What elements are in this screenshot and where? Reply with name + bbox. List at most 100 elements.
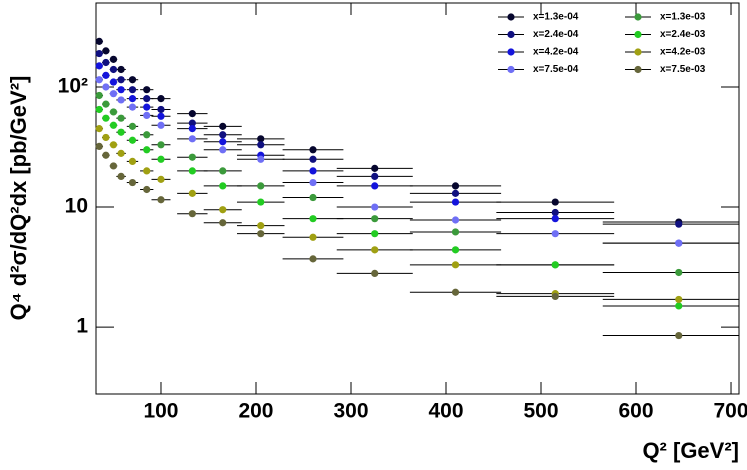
data-point: [257, 155, 265, 163]
data-point: [309, 255, 317, 263]
data-point: [109, 121, 118, 129]
legend-label: x=2.4e-04: [533, 29, 579, 40]
data-point: [219, 138, 227, 146]
data-point: [109, 65, 118, 74]
data-point: [309, 167, 317, 175]
data-point: [309, 215, 317, 223]
legend-label: x=1.3e-04: [533, 12, 579, 23]
x-axis-title: Q² [GeV²]: [642, 438, 739, 463]
data-point: [219, 167, 227, 175]
data-point: [675, 220, 683, 228]
data-point: [675, 302, 683, 310]
x-tick-label: 700: [713, 400, 747, 423]
data-point: [117, 96, 125, 104]
data-point: [257, 182, 265, 190]
x-tick-label: 400: [428, 400, 463, 423]
y-tick-label: 10: [65, 195, 88, 218]
data-point: [309, 155, 317, 163]
data-point: [257, 222, 265, 230]
data-point: [451, 288, 460, 296]
data-point: [451, 228, 460, 236]
data-point: [551, 261, 559, 269]
data-point: [551, 230, 559, 238]
data-point: [188, 210, 196, 218]
data-point: [128, 122, 137, 130]
data-point: [95, 125, 103, 133]
data-point: [219, 219, 227, 227]
data-point: [109, 78, 118, 86]
data-point: [371, 203, 379, 211]
y-tick-label: 10²: [58, 75, 88, 98]
data-point: [551, 292, 559, 301]
data-point: [371, 164, 379, 172]
data-point: [371, 230, 379, 238]
data-point: [143, 131, 151, 139]
data-point: [143, 111, 151, 120]
data-point: [451, 261, 460, 269]
data-point: [371, 182, 379, 190]
data-point: [117, 76, 125, 84]
data-point: [188, 119, 196, 127]
legend-label: x=7.5e-03: [660, 64, 706, 75]
data-point: [157, 155, 165, 163]
data-point: [188, 167, 196, 175]
data-point: [128, 136, 137, 144]
legend-marker: [634, 30, 642, 39]
legend-marker: [634, 13, 642, 21]
data-point: [95, 76, 103, 84]
data-point: [551, 198, 559, 206]
data-point: [309, 146, 317, 154]
data-point: [219, 131, 227, 139]
data-point: [451, 189, 460, 197]
data-point: [143, 86, 151, 94]
x-tick-label: 600: [618, 400, 653, 423]
data-point: [188, 110, 196, 118]
data-point: [143, 167, 151, 175]
data-point: [219, 146, 227, 154]
data-point: [109, 108, 118, 116]
data-point: [219, 182, 227, 190]
data-point: [451, 216, 460, 224]
data-point: [143, 95, 151, 103]
data-point: [117, 172, 125, 180]
legend-label: x=4.2e-04: [533, 47, 579, 58]
data-point: [109, 162, 118, 170]
data-point: [451, 182, 460, 190]
legend-label: x=4.2e-03: [660, 47, 706, 58]
data-point: [102, 114, 110, 122]
data-point: [371, 269, 379, 278]
data-point: [219, 206, 227, 214]
data-point: [102, 58, 110, 67]
legend-label: x=2.4e-03: [660, 29, 706, 40]
data-point: [95, 105, 103, 114]
y-tick-label: 1: [76, 315, 88, 338]
data-point: [309, 178, 317, 187]
data-point: [128, 76, 137, 84]
y-axis-title: Q⁴ d²σ/dQ²dx [pb/GeV²]: [6, 76, 31, 321]
data-point: [95, 142, 103, 151]
data-point: [128, 86, 137, 94]
data-point: [157, 112, 165, 120]
data-point: [109, 141, 118, 149]
data-point: [219, 122, 227, 130]
data-point: [95, 62, 103, 70]
x-tick-label: 100: [143, 400, 178, 423]
data-point: [95, 49, 103, 58]
data-point: [451, 198, 460, 206]
data-point: [102, 100, 110, 108]
plot-frame: [95, 2, 740, 395]
data-point: [188, 125, 196, 133]
data-point: [117, 128, 125, 136]
data-point: [675, 268, 683, 277]
data-point: [128, 178, 137, 187]
data-point: [551, 215, 559, 223]
data-point: [157, 141, 165, 149]
legend-marker: [634, 48, 642, 56]
data-point: [257, 198, 265, 206]
data-point: [257, 135, 265, 143]
data-point: [371, 215, 379, 223]
legend-marker: [507, 65, 515, 74]
data-point: [117, 86, 125, 94]
x-tick-label: 300: [333, 400, 368, 423]
data-point: [102, 151, 110, 159]
